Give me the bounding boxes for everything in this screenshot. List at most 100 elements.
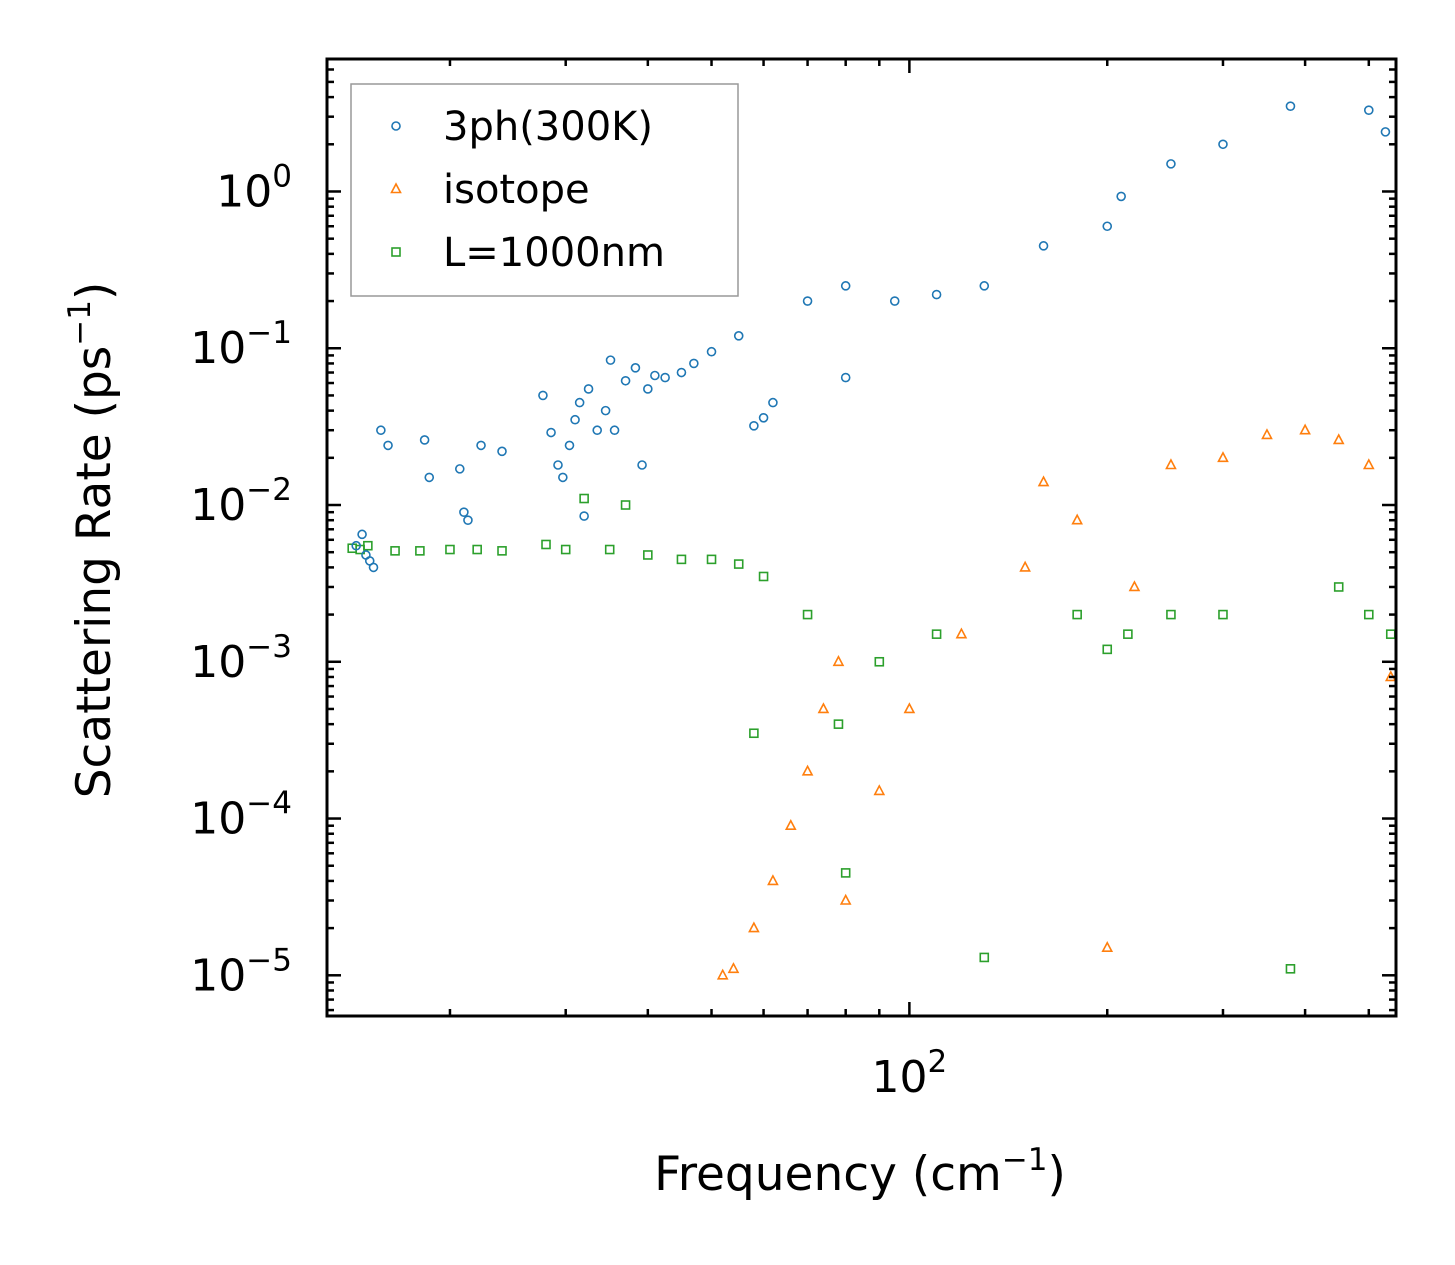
data-point [758, 571, 769, 582]
data-point [889, 296, 900, 306]
data-point [1218, 139, 1228, 150]
data-point [357, 529, 367, 540]
data-point [931, 629, 942, 639]
data-point [1285, 101, 1296, 111]
data-point [637, 460, 647, 470]
data-point [833, 719, 844, 729]
data-point [1362, 458, 1375, 470]
y-axis-label: Scattering Rate (ps−1) [62, 282, 122, 799]
data-point [560, 544, 571, 555]
tick-labels: 10−5 10−4 10−3 10−2 10−1 100 102 [190, 158, 947, 1103]
data-point [1019, 560, 1031, 572]
data-point [1038, 241, 1049, 251]
data-point [497, 546, 507, 556]
data-point [733, 559, 744, 569]
data-point [1261, 428, 1273, 440]
data-point [676, 554, 687, 565]
data-point [574, 397, 585, 408]
data-point [579, 511, 589, 521]
data-point [390, 546, 400, 556]
data-point [767, 874, 779, 886]
data-point [643, 550, 653, 560]
data-point [802, 296, 813, 306]
data-point [873, 784, 886, 796]
data-point [802, 609, 813, 620]
data-point [733, 331, 744, 341]
data-point [643, 384, 653, 394]
legend-label: L=1000nm [443, 230, 665, 276]
data-point [689, 358, 699, 369]
data-point [609, 425, 620, 436]
data-point [1128, 580, 1141, 592]
data-point [817, 702, 830, 714]
data-point [1333, 582, 1344, 592]
data-point [832, 655, 845, 667]
data-point [630, 363, 641, 373]
y-tick-label: 10−2 [190, 472, 292, 531]
y-tick-label: 10−4 [190, 786, 292, 845]
data-point [1123, 629, 1133, 639]
data-point [459, 507, 469, 517]
data-point [1363, 609, 1374, 620]
data-point [383, 440, 393, 451]
plot-frame [325, 57, 1398, 1018]
data-point [472, 544, 482, 555]
data-point [620, 500, 631, 510]
data-point [979, 952, 990, 963]
data-point [538, 390, 548, 401]
data-point [546, 427, 556, 438]
legend-label: 3ph(300K) [443, 104, 653, 150]
legend-box [350, 83, 739, 297]
data-point [758, 412, 769, 423]
data-point [1363, 105, 1374, 115]
legend-marker-circle [391, 121, 401, 131]
data-point [1101, 940, 1114, 952]
data-point [716, 968, 729, 980]
data-point [650, 370, 660, 381]
y-tick-label: 100 [216, 158, 292, 217]
data-point [749, 728, 759, 739]
y-tick-label: 10−1 [190, 315, 292, 374]
data-point [1116, 191, 1126, 202]
data-point [784, 818, 797, 831]
legend-entry: isotope [390, 167, 590, 213]
data-point [424, 472, 435, 483]
data-point [1299, 423, 1311, 435]
legend-entry: L=1000nm [391, 230, 665, 276]
series-L=1000nm [347, 493, 1396, 974]
data-point [620, 375, 631, 386]
y-tick-label: 10−3 [190, 629, 292, 688]
data-point [931, 289, 942, 300]
legend-entry: 3ph(300K) [391, 104, 653, 150]
data-point [570, 414, 580, 425]
data-point [840, 281, 851, 291]
data-point [1380, 127, 1391, 137]
data-point [476, 440, 486, 451]
data-point [903, 702, 916, 714]
series-3ph(300K) [351, 101, 1391, 573]
data-point [768, 397, 778, 408]
data-point [351, 540, 361, 551]
data-point [592, 425, 603, 436]
data-point [604, 544, 615, 555]
data-point [553, 460, 563, 470]
data-point [801, 764, 814, 776]
data-point [583, 384, 594, 394]
data-point [579, 493, 589, 504]
series-isotope [716, 423, 1396, 980]
legend-marker-triangle [390, 182, 402, 194]
data-point [363, 540, 373, 551]
data-point [1037, 475, 1050, 487]
data-point [706, 346, 717, 357]
legend-marker-square [391, 247, 401, 257]
data-point [1072, 609, 1082, 620]
data-point [1217, 451, 1229, 463]
data-point [419, 435, 430, 445]
data-point [1102, 221, 1113, 232]
legend-label: isotope [443, 167, 590, 213]
legend: 3ph(300K) isotope L=1000nm [350, 83, 739, 297]
data-point [454, 464, 465, 474]
data-point [727, 962, 740, 974]
data-point [415, 546, 425, 556]
